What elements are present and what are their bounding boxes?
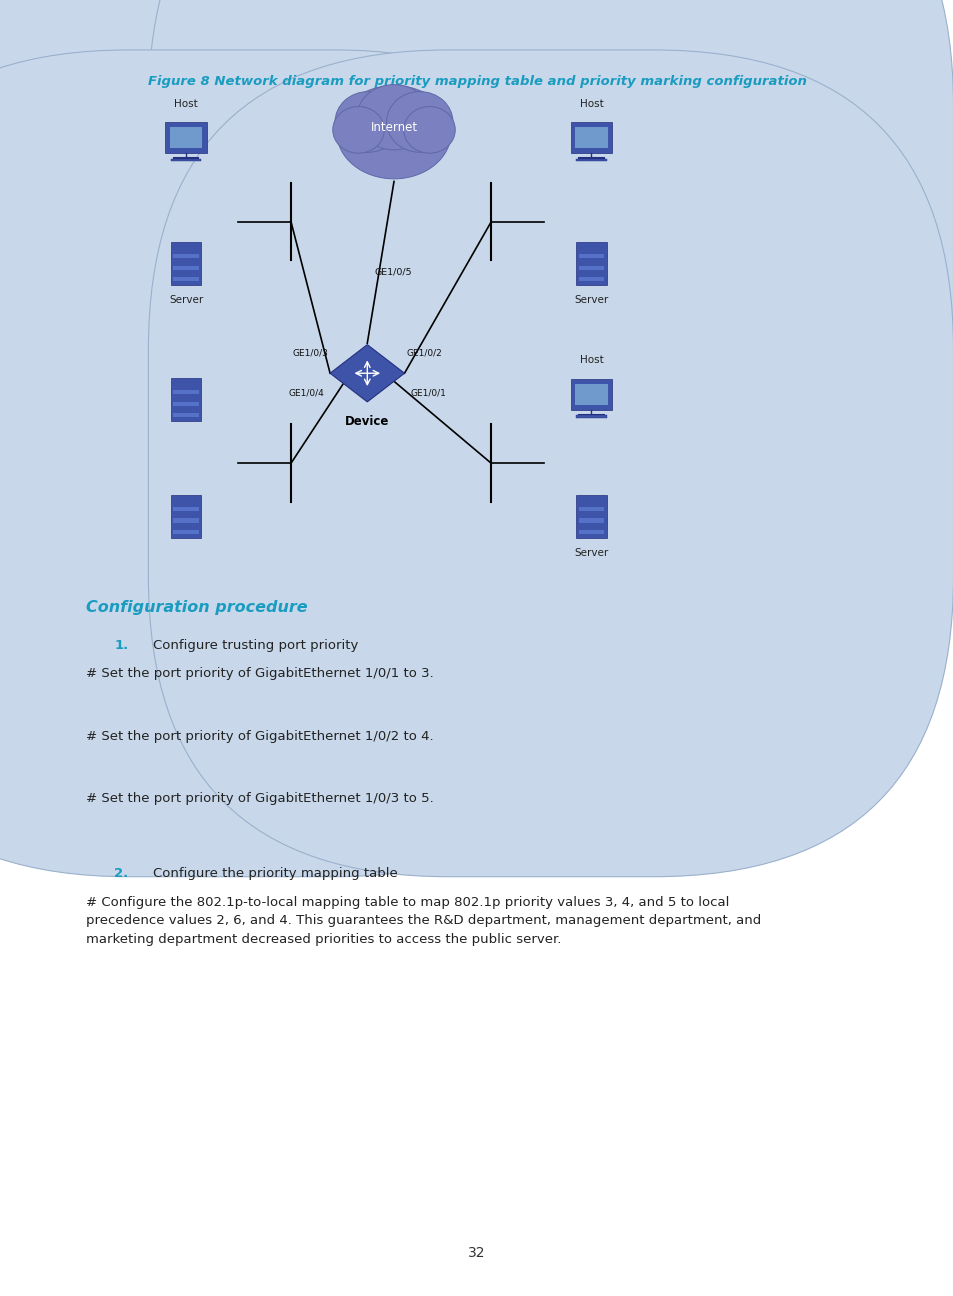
Ellipse shape	[333, 106, 384, 153]
Text: GE1/0/5: GE1/0/5	[375, 268, 412, 276]
Text: Host: Host	[174, 98, 197, 109]
FancyBboxPatch shape	[0, 0, 633, 636]
Bar	[172, 254, 199, 258]
Ellipse shape	[336, 86, 451, 179]
FancyBboxPatch shape	[576, 495, 606, 538]
FancyBboxPatch shape	[149, 0, 952, 636]
Bar	[172, 402, 199, 406]
Bar	[578, 277, 604, 281]
Text: 2.: 2.	[114, 867, 129, 880]
Text: Configuration procedure: Configuration procedure	[86, 600, 307, 616]
Text: # Configure the 802.1p-to-local mapping table to map 802.1p priority values 3, 4: # Configure the 802.1p-to-local mapping …	[86, 896, 760, 946]
Bar	[172, 507, 199, 511]
Bar	[575, 384, 607, 404]
Bar	[578, 254, 604, 258]
FancyBboxPatch shape	[171, 495, 201, 538]
Text: Configure trusting port priority: Configure trusting port priority	[152, 639, 357, 652]
Ellipse shape	[335, 92, 401, 152]
FancyBboxPatch shape	[576, 242, 606, 285]
Text: Figure 8 Network diagram for priority mapping table and priority marking configu: Figure 8 Network diagram for priority ma…	[148, 75, 805, 88]
FancyBboxPatch shape	[570, 122, 612, 153]
Bar	[172, 413, 199, 417]
Polygon shape	[330, 345, 404, 402]
Bar	[172, 518, 199, 522]
Text: 32: 32	[468, 1245, 485, 1260]
Text: Device: Device	[345, 415, 389, 428]
Text: Server: Server	[574, 548, 608, 559]
Bar	[172, 266, 199, 270]
Bar	[575, 127, 607, 148]
Ellipse shape	[356, 84, 431, 150]
Text: GE1/0/2: GE1/0/2	[406, 349, 441, 358]
Bar	[576, 415, 606, 417]
Text: Server: Server	[574, 295, 608, 306]
Text: GE1/0/4: GE1/0/4	[289, 389, 324, 398]
FancyBboxPatch shape	[570, 378, 612, 410]
FancyBboxPatch shape	[0, 51, 633, 876]
Text: 1.: 1.	[114, 639, 129, 652]
Bar	[172, 390, 199, 394]
FancyBboxPatch shape	[165, 122, 207, 153]
Bar	[578, 518, 604, 522]
Text: Internet: Internet	[370, 121, 417, 133]
Text: # Set the port priority of GigabitEthernet 1/0/2 to 4.: # Set the port priority of GigabitEthern…	[86, 730, 433, 743]
Text: Host: Host	[579, 355, 602, 365]
Bar	[171, 158, 201, 161]
Text: # Set the port priority of GigabitEthernet 1/0/3 to 5.: # Set the port priority of GigabitEthern…	[86, 792, 434, 805]
Text: Host: Host	[579, 98, 602, 109]
FancyBboxPatch shape	[149, 51, 952, 876]
Bar	[578, 530, 604, 534]
Bar	[578, 507, 604, 511]
Bar	[172, 277, 199, 281]
Ellipse shape	[403, 106, 455, 153]
Bar	[576, 158, 606, 161]
Text: Configure the priority mapping table: Configure the priority mapping table	[152, 867, 397, 880]
Bar	[578, 266, 604, 270]
Bar	[170, 127, 202, 148]
Text: Server: Server	[169, 295, 203, 306]
Text: GE1/0/1: GE1/0/1	[410, 389, 446, 398]
Text: GE1/0/3: GE1/0/3	[292, 349, 328, 358]
Ellipse shape	[386, 92, 453, 152]
FancyBboxPatch shape	[171, 378, 201, 421]
Bar	[172, 530, 199, 534]
FancyBboxPatch shape	[171, 242, 201, 285]
Text: # Set the port priority of GigabitEthernet 1/0/1 to 3.: # Set the port priority of GigabitEthern…	[86, 667, 434, 680]
